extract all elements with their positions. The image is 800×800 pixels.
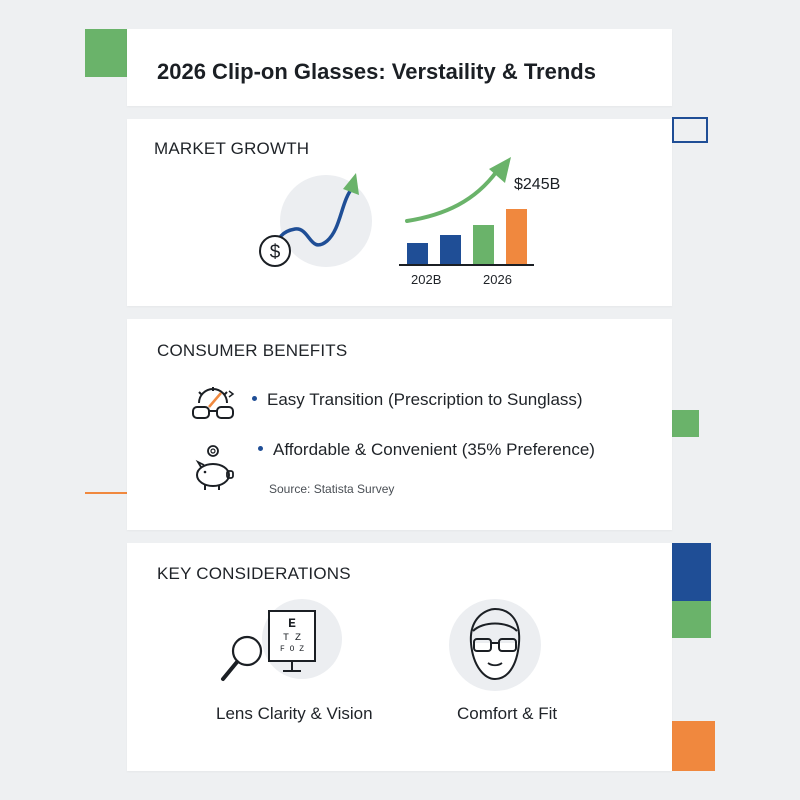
face-glasses-icon (469, 607, 521, 681)
consumer-benefits-card: CONSUMER BENEFITS Easy Transition (Presc… (127, 319, 672, 530)
svg-text:$: $ (270, 242, 281, 263)
dollar-growth-icon: $ (259, 173, 359, 267)
orange-accent-line (85, 492, 127, 494)
green-accent-square-mid (672, 410, 699, 437)
benefit-label: Easy Transition (Prescription to Sunglas… (267, 390, 583, 409)
consumer-benefits-heading: CONSUMER BENEFITS (157, 341, 348, 360)
consideration-label-comfort: Comfort & Fit (457, 704, 558, 723)
title-card: 2026 Clip-on Glasses: Verstaility & Tren… (127, 29, 672, 106)
chart-value-label: $245B (514, 176, 561, 193)
chart-start-label: 202B (411, 272, 442, 287)
market-growth-heading: MARKET GROWTH (154, 139, 310, 158)
bullet-icon (258, 446, 263, 452)
benefit-item-transition: Easy Transition (Prescription to Sunglas… (252, 390, 583, 410)
benefit-item-affordable: Affordable & Convenient (35% Preference) (258, 440, 595, 460)
chart-end-label: 2026 (483, 272, 512, 287)
consideration-label-lens: Lens Clarity & Vision (216, 704, 373, 723)
eye-chart-magnifier-icon: E T Z F O Z (221, 610, 316, 681)
piggy-bank-icon (195, 445, 234, 490)
chart-bar (407, 243, 428, 265)
blue-outline-square (672, 117, 708, 143)
page-title: 2026 Clip-on Glasses: Verstaility & Tren… (157, 59, 596, 84)
chart-bar (440, 235, 461, 265)
svg-text:E: E (288, 616, 296, 631)
green-accent-square-top (85, 29, 127, 77)
key-considerations-heading: KEY CONSIDERATIONS (157, 564, 351, 583)
bullet-icon (252, 396, 257, 402)
chart-bar (506, 209, 527, 265)
svg-text:T Z: T Z (283, 633, 301, 644)
glasses-sun-icon (192, 387, 235, 419)
benefit-label: Affordable & Convenient (35% Preference) (273, 440, 595, 459)
growth-arrow (405, 157, 511, 223)
blue-accent-block (672, 543, 711, 601)
chart-bar (473, 225, 494, 265)
orange-accent-block (672, 721, 715, 771)
chart-baseline (399, 264, 534, 266)
green-accent-block (672, 601, 711, 638)
market-growth-card: MARKET GROWTH $ $245B 202B 2026 (127, 119, 672, 306)
source-note: Source: Statista Survey (269, 482, 395, 496)
bar-chart (407, 189, 535, 265)
key-considerations-card: KEY CONSIDERATIONS E T Z F O Z Lens Clar… (127, 543, 672, 771)
svg-text:F O Z: F O Z (280, 645, 304, 654)
